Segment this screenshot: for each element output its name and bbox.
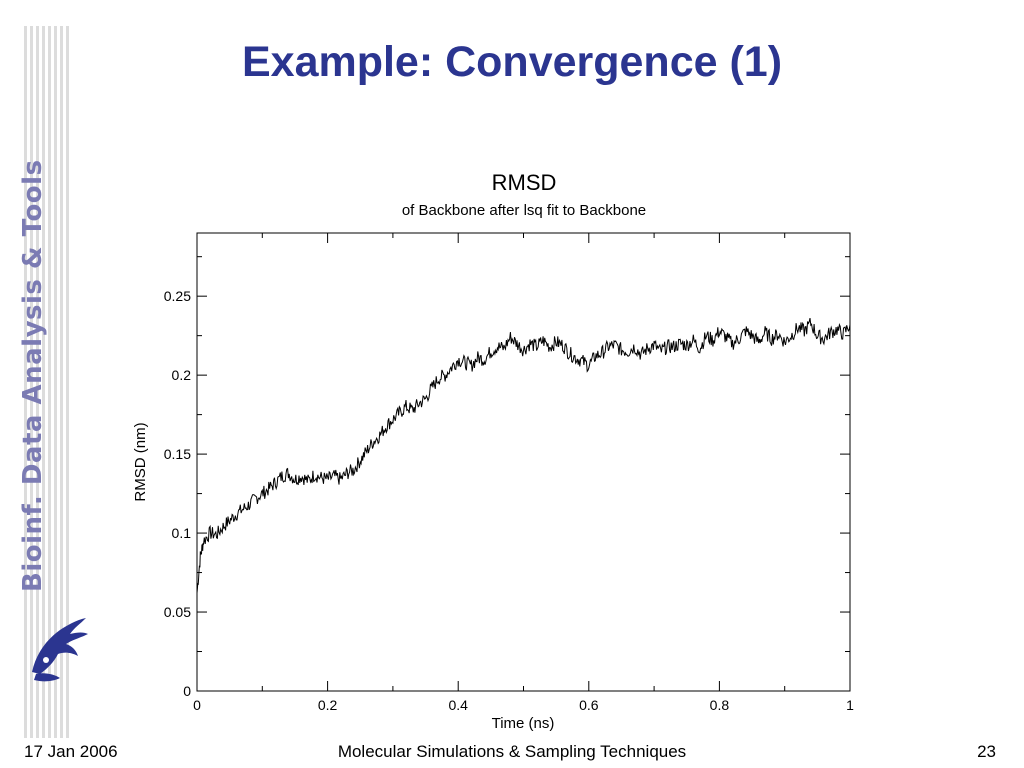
plot-frame <box>196 232 851 692</box>
y-axis-label: RMSD (nm) <box>132 422 149 501</box>
page-number: 23 <box>977 742 996 761</box>
x-axis-label: Time (ns) <box>492 715 555 732</box>
griffin-logo-icon <box>32 618 88 682</box>
footer-date: 17 Jan 2006 <box>24 742 118 761</box>
sidebar-title: Bioinf. Data Analysis & Tools <box>18 159 48 592</box>
x-tick-label: 0.8 <box>710 697 730 713</box>
y-tick-label: 0.25 <box>164 288 191 304</box>
y-tick-label: 0 <box>183 683 191 699</box>
sidebar-stripes <box>24 26 72 738</box>
y-tick-label: 0.1 <box>172 525 192 541</box>
chart-title: RMSD <box>491 170 557 195</box>
footer-course: Molecular Simulations & Sampling Techniq… <box>337 742 687 761</box>
x-tick-label: 1 <box>846 697 854 713</box>
y-tick-label: 0.05 <box>164 604 191 620</box>
y-tick-label: 0.2 <box>172 367 192 383</box>
chart-subtitle: of Backbone after lsq fit to Backbone <box>401 202 647 219</box>
x-tick-label: 0.4 <box>448 697 468 713</box>
x-tick-label: 0.2 <box>318 697 338 713</box>
y-tick-labels: 0 0.05 0.1 0.15 0.2 0.25 <box>164 288 191 699</box>
rmsd-chart: 0 0.2 0.4 0.6 0.8 1 0 0.05 0.1 0.15 0.2 0.25 Time … <box>132 232 854 732</box>
slide-title: Example: Convergence (1) <box>241 38 783 86</box>
x-tick-label: 0 <box>193 697 201 713</box>
rmsd-series-line <box>196 317 851 594</box>
y-tick-label: 0.15 <box>164 446 191 462</box>
axis-ticks <box>196 233 851 692</box>
x-tick-labels: 0 0.2 0.4 0.6 0.8 1 <box>193 697 854 713</box>
x-tick-label: 0.6 <box>579 697 599 713</box>
